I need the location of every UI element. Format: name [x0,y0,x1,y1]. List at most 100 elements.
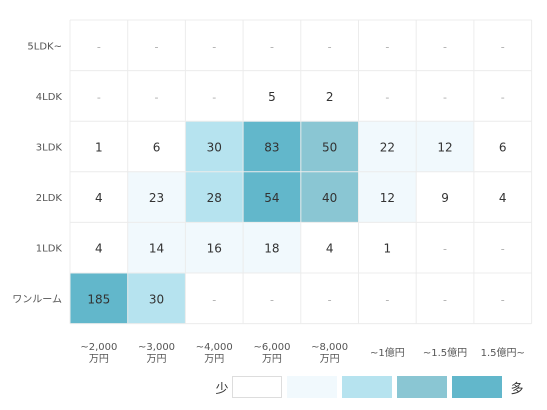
column-label-unit: 万円 [204,354,224,365]
heatmap-cell [300,70,359,122]
heatmap-cell [300,121,359,172]
heatmap-cell [416,222,474,273]
legend-swatch-2 [287,376,337,398]
cell-value-label: - [385,91,389,104]
cell-value-label: - [155,91,159,104]
column-label: 1.5億円~ [481,346,525,359]
cell-value-label: - [443,40,447,53]
cell-value-label: 9 [441,191,449,205]
cell-value-label: - [328,40,332,53]
color-legend: 少 多 [212,374,527,400]
heatmap-cell [243,171,301,223]
cell-value-label: - [443,91,447,104]
row-label: 5LDK~ [27,41,62,52]
cell-value-label: 22 [380,141,395,155]
cell-value-label: 12 [380,191,395,205]
cell-value-label: 4 [499,191,507,205]
heatmap-cell [70,20,128,71]
heatmap-cell [416,171,474,223]
heatmap-cell [185,20,244,71]
cell-value-label: 1 [384,242,392,256]
cell-value-label: 40 [322,191,337,205]
cell-value-label: - [443,293,447,306]
cell-value-label: 54 [264,191,279,205]
column-label-unit: 万円 [147,354,167,365]
cell-value-label: - [270,293,274,306]
column-label: ~3,000 [138,342,175,353]
cell-value-label: 23 [149,191,164,205]
legend-swatch-1 [232,376,282,398]
heatmap-cell [127,121,186,172]
cell-value-label: 5 [268,90,276,104]
heatmap-cell [416,20,474,71]
column-label: ~8,000 [311,342,348,353]
row-label: ワンルーム [12,293,62,305]
cell-value-label: 6 [499,141,507,155]
heatmap-cell [127,70,186,122]
legend-swatch-3 [342,376,392,398]
heatmap-cell [185,70,244,122]
cell-value-label: - [155,40,159,53]
heatmap-chart: - - - - - - - -- - -5 2- - -1 6 30 83 50 22 12 64 23 28 54 40 12… [12,19,533,365]
row-label: 3LDK [36,143,63,154]
heatmap-cell [243,121,301,172]
heatmap-cell [243,20,301,71]
column-label-unit: 万円 [262,354,282,365]
heatmap-cell [185,222,244,273]
heatmap-cell [300,171,359,223]
heatmap-cell [473,171,532,223]
legend-swatch-5 [452,376,502,398]
heatmap-cell [416,121,474,172]
cell-value-label: - [270,40,274,53]
heatmap-cell [416,273,474,324]
cell-value-label: 28 [207,191,222,205]
heatmap-cell [185,273,244,324]
cell-value-label: - [212,293,216,306]
column-label: ~1億円 [370,346,405,359]
heatmap-cell [358,70,417,122]
cell-value-label: 4 [95,242,103,256]
cell-value-label: 185 [87,292,110,306]
cell-value-label: 6 [153,141,161,155]
heatmap-cell [243,70,301,122]
heatmap-cell [70,273,128,324]
cell-value-label: 83 [264,141,279,155]
heatmap-cell [185,121,244,172]
heatmap-cell [127,171,186,223]
row-label: 4LDK [36,92,63,103]
cell-value-label: - [97,40,101,53]
heatmap-cell [473,20,532,71]
cell-value-label: - [328,293,332,306]
cell-value-label: - [385,293,389,306]
heatmap-cell [127,222,186,273]
cell-value-label: 50 [322,141,337,155]
heatmap-cell [473,222,532,273]
column-label: ~4,000 [196,342,233,353]
cell-value-label: 12 [437,141,452,155]
legend-high-label: 多 [510,381,524,397]
heatmap-cell [70,70,128,122]
cell-value-label: 18 [264,242,279,256]
heatmap-cell [358,222,417,273]
cell-value-label: - [501,243,505,256]
heatmap-cell [70,222,128,273]
cell-value-label: 16 [207,242,222,256]
cell-value-label: 4 [95,191,103,205]
column-label: ~1.5億円 [423,346,467,359]
heatmap-cell [473,273,532,324]
heatmap-cell [243,273,301,324]
heatmap-cell [300,20,359,71]
heatmap-cell [300,273,359,324]
heatmap-cell [243,222,301,273]
cell-value-label: 30 [207,141,222,155]
column-label: ~6,000 [253,342,290,353]
cell-value-label: - [212,40,216,53]
cell-value-label: - [443,243,447,256]
cell-value-label: - [501,293,505,306]
heatmap-cell [127,20,186,71]
cell-value-label: 2 [326,90,334,104]
cell-value-label: 1 [95,141,103,155]
heatmap-cell [70,121,128,172]
legend-low-label: 少 [215,381,229,397]
heatmap-cell [127,273,186,324]
